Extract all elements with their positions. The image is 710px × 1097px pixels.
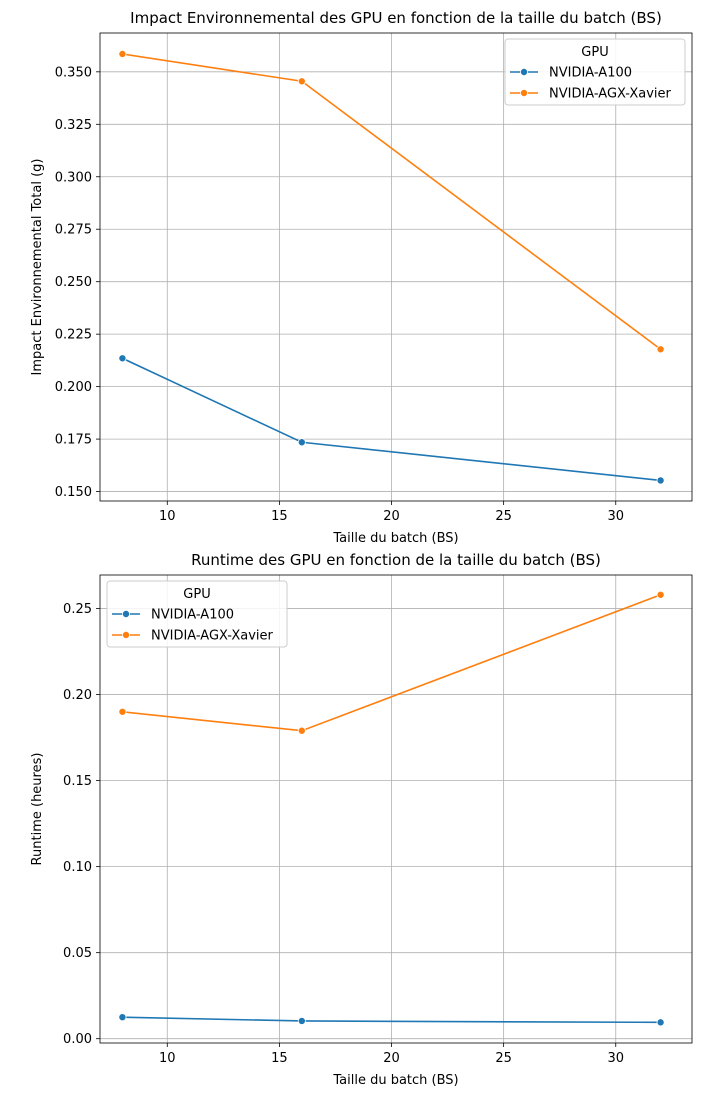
chart1-legend-marker bbox=[520, 89, 529, 98]
chart2-data-point bbox=[297, 1016, 306, 1025]
chart2-y-tick-label: 0.10 bbox=[63, 860, 92, 875]
chart1-data-point bbox=[297, 438, 306, 447]
chart1-x-tick-label: 10 bbox=[159, 509, 176, 524]
chart1-y-axis-label: Impact Environnemental Total (g) bbox=[30, 159, 45, 376]
chart2-legend-marker bbox=[122, 610, 131, 619]
chart1-x-axis-label: Taille du batch (BS) bbox=[332, 531, 458, 546]
chart2-y-axis-label: Runtime (heures) bbox=[30, 753, 45, 866]
chart1-data-point bbox=[118, 49, 127, 58]
chart2-x-tick-label: 10 bbox=[159, 1051, 176, 1066]
chart2-legend-marker bbox=[122, 631, 131, 640]
chart2-title: Runtime des GPU en fonction de la taille… bbox=[191, 551, 601, 569]
chart1-data-point bbox=[118, 354, 127, 363]
chart2-legend-title: GPU bbox=[183, 587, 210, 602]
chart2-y-tick-label: 0.05 bbox=[63, 946, 92, 961]
chart2-y-tick-label: 0.20 bbox=[63, 688, 92, 703]
chart2-data-point bbox=[656, 1018, 665, 1027]
chart1-legend-entry: NVIDIA-AGX-Xavier bbox=[549, 87, 672, 102]
chart1-y-tick-label: 0.225 bbox=[55, 328, 92, 343]
chart1-y-tick-label: 0.275 bbox=[55, 223, 92, 238]
chart2-legend-entry: NVIDIA-AGX-Xavier bbox=[151, 629, 274, 644]
chart2-axes-frame bbox=[99, 574, 693, 1044]
chart1-x-tick-label: 15 bbox=[271, 509, 288, 524]
chart1-y-tick-label: 0.300 bbox=[55, 170, 92, 185]
chart1-title: Impact Environnemental des GPU en foncti… bbox=[130, 9, 662, 27]
chart1-x-tick-label: 25 bbox=[495, 509, 512, 524]
chart2-x-tick-label: 15 bbox=[271, 1051, 288, 1066]
chart2-group: 10 15 20 25 30 0.00 0.05 0.10 0.15 0.20 0.25 Runtim… bbox=[30, 551, 693, 1088]
chart1-y-tick-label: 0.250 bbox=[55, 275, 92, 290]
chart1-y-tick-label: 0.325 bbox=[55, 118, 92, 133]
chart2-data-point bbox=[297, 726, 306, 735]
chart1-legend-marker bbox=[520, 68, 529, 77]
chart2-data-point bbox=[118, 1013, 127, 1022]
chart1-legend-box bbox=[504, 38, 686, 106]
chart1-legend-title: GPU bbox=[581, 45, 608, 60]
chart1-axes-frame bbox=[99, 32, 693, 502]
chart1-data-point bbox=[656, 345, 665, 354]
chart1-group: 10 15 20 25 30 0.150 0.175 0.200 0.225 0.250 0.275… bbox=[30, 9, 693, 546]
chart1-y-tick-label: 0.350 bbox=[55, 65, 92, 80]
chart1-y-tick-label: 0.150 bbox=[55, 485, 92, 500]
chart1-data-point bbox=[656, 476, 665, 485]
chart2-x-tick-label: 20 bbox=[383, 1051, 400, 1066]
chart1-data-point bbox=[297, 77, 306, 86]
chart2-x-tick-label: 25 bbox=[495, 1051, 512, 1066]
chart1-x-tick-label: 30 bbox=[607, 509, 624, 524]
chart1-legend-entry: NVIDIA-A100 bbox=[549, 66, 632, 81]
chart2-y-tick-label: 0.00 bbox=[63, 1032, 92, 1047]
chart1-x-tick-label: 20 bbox=[383, 509, 400, 524]
chart1-y-tick-label: 0.200 bbox=[55, 380, 92, 395]
chart2-data-point bbox=[118, 707, 127, 716]
chart2-legend-entry: NVIDIA-A100 bbox=[151, 608, 234, 623]
chart1-legend: GPU NVIDIA-A100 NVIDIA-AGX-Xavier bbox=[504, 38, 686, 106]
chart2-y-tick-label: 0.25 bbox=[63, 602, 92, 617]
chart2-legend-box bbox=[106, 580, 288, 648]
chart2-x-tick-label: 30 bbox=[607, 1051, 624, 1066]
chart2-y-tick-label: 0.15 bbox=[63, 774, 92, 789]
chart2-x-axis-label: Taille du batch (BS) bbox=[332, 1073, 458, 1088]
chart1-y-tick-label: 0.175 bbox=[55, 433, 92, 448]
chart2-data-point bbox=[656, 590, 665, 599]
chart2-legend: GPU NVIDIA-A100 NVIDIA-AGX-Xavier bbox=[106, 580, 288, 648]
